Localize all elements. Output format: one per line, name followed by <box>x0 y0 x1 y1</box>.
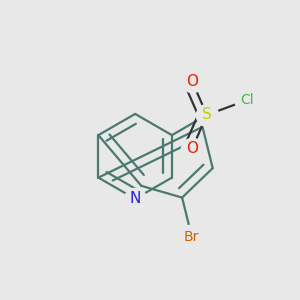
Text: O: O <box>186 74 198 88</box>
Text: S: S <box>202 107 212 122</box>
Text: N: N <box>130 191 141 206</box>
Text: Br: Br <box>184 230 200 244</box>
Text: Cl: Cl <box>240 93 254 107</box>
Text: O: O <box>186 141 198 156</box>
